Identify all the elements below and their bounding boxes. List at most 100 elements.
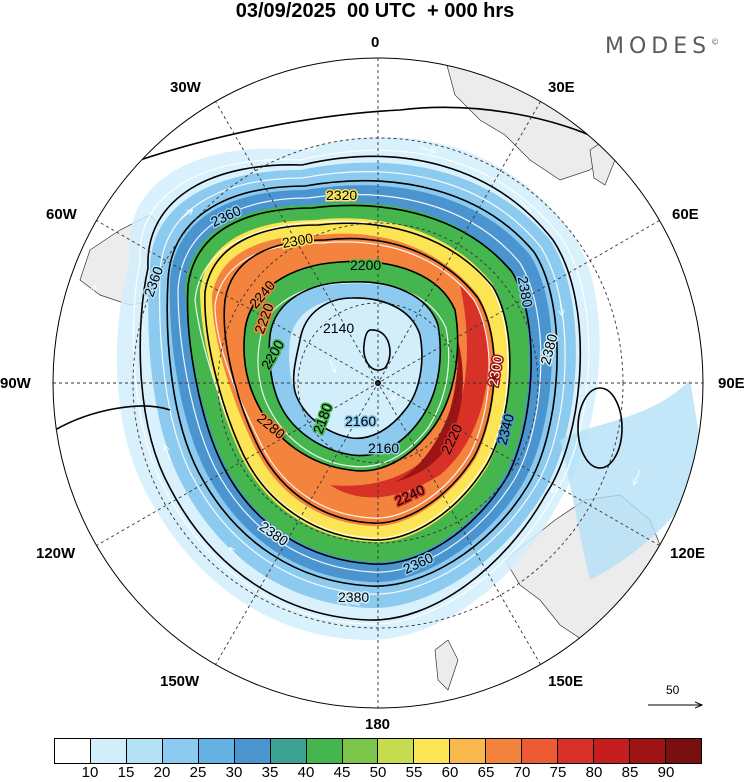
wind-arrow — [419, 147, 435, 152]
colorbar — [54, 738, 702, 764]
colorbar-tick-label: 15 — [117, 764, 135, 781]
streamline — [177, 193, 542, 573]
colorbar-tick-label: 60 — [441, 764, 459, 781]
wind-arrow — [634, 469, 641, 484]
contour-line — [292, 297, 423, 440]
wind-arrow — [519, 199, 530, 212]
contour-line — [223, 237, 496, 524]
contour-label: 2380 — [338, 589, 369, 605]
colorbar-segment — [558, 739, 595, 763]
colorbar-segment — [126, 739, 163, 763]
wind-arrow — [179, 210, 192, 221]
wind-arrow — [392, 389, 401, 400]
colorbar-tick-label: 45 — [333, 764, 351, 781]
lon-label-180: 180 — [365, 716, 391, 733]
wind-arrow — [299, 148, 315, 150]
colorbar-tick-label: 55 — [405, 764, 423, 781]
colorbar-segment — [90, 739, 127, 763]
lon-label-60e: 60E — [672, 206, 699, 223]
wind-band-80 — [330, 285, 489, 498]
contour-line — [54, 405, 171, 431]
contour-label: 2160 — [345, 413, 376, 429]
colorbar-segment — [234, 739, 271, 763]
colorbar-tick-label: 25 — [189, 764, 207, 781]
wind-arrow — [249, 96, 264, 101]
map-field: 2140 2160 2160 2180 2200 2200 2220 2220 … — [53, 58, 703, 708]
wind-arrow — [466, 579, 481, 586]
lon-label-30e: 30E — [548, 79, 575, 96]
contour-line — [577, 387, 623, 469]
colorbar-segment — [342, 739, 379, 763]
colorbar-segment — [665, 739, 701, 763]
wind-scale-label: 50 — [666, 683, 680, 697]
colorbar-segment — [378, 739, 415, 763]
wind-streamlines — [132, 149, 590, 625]
lon-label-30w: 30W — [170, 79, 201, 96]
contour-label: 2200 — [350, 257, 381, 273]
wind-arrow — [165, 446, 171, 461]
colorbar-tick-label: 80 — [585, 764, 603, 781]
colorbar-segment — [162, 739, 199, 763]
colorbar-tick-label: 40 — [297, 764, 315, 781]
contour-line — [268, 281, 442, 457]
colorbar-tick-label: 70 — [513, 764, 531, 781]
brand-name: MODES — [605, 34, 712, 59]
wind-arrow — [619, 259, 626, 272]
colorbar-tick-label: 10 — [81, 764, 99, 781]
lon-label-150w: 150W — [160, 673, 200, 690]
colorbar-segment — [306, 739, 343, 763]
colorbar-tick-label: 65 — [477, 764, 495, 781]
streamline — [159, 171, 566, 595]
colorbar-tick-label: 35 — [261, 764, 279, 781]
graticule — [53, 58, 703, 708]
colorbar-segment — [55, 739, 91, 763]
contour-line — [204, 222, 511, 541]
lon-label-60w: 60W — [46, 206, 77, 223]
brand-mark: © — [711, 37, 720, 47]
lon-label-120w: 120W — [36, 545, 76, 562]
contour-line — [243, 260, 459, 472]
contour-line — [362, 329, 391, 371]
lon-label-150e: 150E — [548, 673, 584, 690]
contour-label: 2320 — [326, 187, 357, 203]
colorbar-tick-label: 50 — [369, 764, 387, 781]
contour-label: 2140 — [323, 320, 354, 336]
latitude-circle — [217, 222, 539, 544]
streamline — [132, 149, 590, 625]
meridian-150e-30w — [215, 101, 541, 665]
colorbar-segment — [270, 739, 307, 763]
contour-line — [139, 155, 581, 621]
wind-arrow — [552, 479, 561, 492]
wind-arrow — [650, 339, 652, 355]
colorbar-ticks: 10 15 20 25 30 35 40 45 50 55 60 65 70 75 80 85 90 — [54, 764, 702, 782]
colorbar-tick-label: 30 — [225, 764, 243, 781]
colorbar-segment — [522, 739, 559, 763]
colorbar-tick-label: 85 — [621, 764, 639, 781]
streamline — [214, 241, 490, 519]
wind-arrow — [345, 602, 361, 605]
colorbar-tick-label: 20 — [153, 764, 171, 781]
wind-arrow — [96, 386, 101, 401]
new-zealand-landmass — [434, 639, 459, 691]
brand-logo: MODES© — [605, 34, 719, 59]
contour-line — [139, 106, 601, 161]
contour-label: 2160 — [368, 440, 399, 456]
lon-label-90w: 90W — [0, 375, 31, 392]
wind-arrow — [230, 548, 241, 561]
colorbar-segment — [594, 739, 630, 763]
lon-label-0: 0 — [371, 34, 380, 51]
map-boundary — [52, 57, 704, 709]
colorbar-segment — [450, 739, 487, 763]
wind-arrow — [89, 286, 95, 301]
colorbar-tick-label: 90 — [657, 764, 675, 781]
wind-arrow — [560, 299, 562, 315]
wind-arrow — [329, 359, 335, 372]
colorbar-segment — [486, 739, 523, 763]
colorbar-segment — [630, 739, 666, 763]
colorbar-segment — [198, 739, 235, 763]
colorbar-segment — [414, 739, 451, 763]
wind-band-core — [289, 297, 422, 439]
contour-line — [186, 204, 532, 565]
wind-band-eastern-pacific — [560, 380, 703, 580]
